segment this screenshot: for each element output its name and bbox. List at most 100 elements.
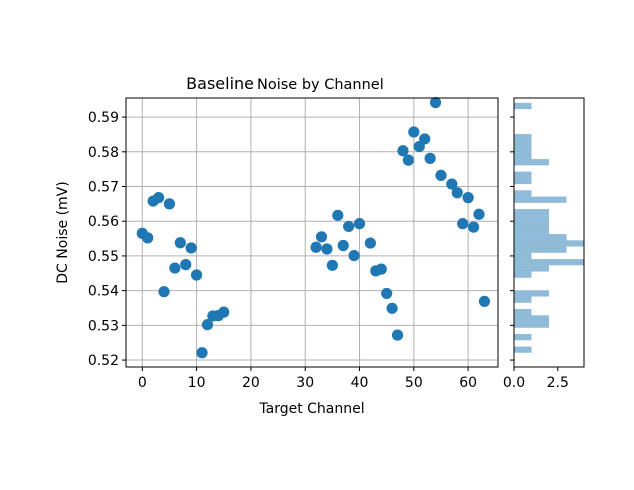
data-point	[348, 249, 360, 262]
x-tick-label: 10	[188, 375, 206, 391]
data-point	[375, 263, 387, 275]
x-tick-label: 20	[242, 375, 260, 391]
data-point	[315, 231, 328, 243]
data-point	[446, 178, 458, 190]
data-point	[462, 192, 474, 204]
chart-title: Baseline	[186, 74, 254, 93]
histogram-bar	[514, 240, 584, 247]
histogram-bar	[514, 227, 549, 235]
histogram-bar	[514, 315, 549, 328]
data-point	[337, 239, 349, 252]
histogram-bar	[514, 152, 532, 160]
data-point	[451, 187, 463, 199]
chart-subtitle: Noise by Channel	[257, 77, 384, 93]
histogram-bar	[514, 290, 549, 297]
scatter-spine	[125, 97, 499, 368]
histogram-bar	[514, 171, 532, 178]
data-point	[142, 232, 154, 244]
histogram-bar	[514, 134, 532, 141]
histogram-spine	[513, 97, 585, 368]
data-point	[218, 306, 230, 318]
data-point	[419, 133, 431, 145]
y-axis-label: DC Noise (mV)	[55, 181, 71, 283]
data-point	[364, 237, 376, 249]
x-tick-label: 60	[459, 375, 477, 391]
histogram-bar	[514, 309, 532, 316]
data-point	[332, 209, 344, 221]
histogram-bar	[514, 140, 532, 147]
histogram-bar	[514, 296, 532, 303]
data-point	[310, 241, 322, 253]
data-point	[457, 218, 469, 230]
data-point	[429, 96, 442, 109]
data-point	[435, 169, 447, 182]
y-tick-label: 0.54	[88, 284, 119, 300]
y-tick-label: 0.59	[88, 110, 119, 126]
histogram-y-ticks	[510, 116, 514, 361]
histogram-bar	[514, 221, 549, 228]
scatter-grid	[126, 98, 498, 367]
y-axis-ticks: 0.52 0.53 0.54 0.55 0.56 0.57 0.58 0.59	[88, 110, 126, 369]
data-point	[201, 319, 214, 331]
histogram-bar	[514, 346, 532, 353]
y-tick-label: 0.58	[88, 145, 119, 161]
histogram-bar	[514, 177, 532, 185]
histogram-bar	[514, 196, 567, 203]
histogram-bar	[514, 190, 532, 197]
y-tick-label: 0.52	[88, 353, 119, 369]
histogram-bars	[514, 102, 584, 353]
histogram-bar	[514, 159, 549, 166]
data-point	[174, 237, 186, 249]
x-tick-label: 0	[138, 375, 147, 391]
histogram-bar	[514, 246, 567, 253]
data-point	[343, 220, 355, 233]
x-axis-ticks: 0 10 20 30 40 50 60	[138, 367, 477, 391]
histogram-bar	[514, 271, 532, 278]
histogram-bar	[514, 234, 567, 241]
histogram-bar	[514, 209, 549, 216]
data-point	[478, 295, 491, 307]
data-point	[163, 198, 176, 210]
data-point	[424, 152, 436, 164]
data-point	[402, 154, 414, 166]
x-tick-label: 30	[296, 375, 314, 391]
data-point	[473, 208, 485, 220]
data-point	[185, 242, 197, 254]
data-point	[326, 259, 338, 271]
data-point	[353, 218, 366, 230]
data-point	[169, 262, 181, 274]
data-point	[321, 243, 333, 255]
histogram-x-tick-label: 0.0	[503, 375, 525, 391]
histogram-bar	[514, 259, 584, 266]
histogram-bar	[514, 252, 532, 260]
histogram-bar	[514, 102, 532, 110]
data-point	[158, 286, 170, 298]
data-point	[190, 269, 203, 281]
data-point	[180, 259, 192, 271]
x-axis-label: Target Channel	[258, 401, 364, 417]
data-point	[152, 192, 165, 204]
y-tick-label: 0.55	[88, 249, 119, 265]
data-point	[386, 302, 398, 314]
histogram-bar	[514, 265, 549, 272]
histogram-x-tick-label: 2.5	[547, 375, 569, 391]
histogram-x-ticks: 0.0 2.5	[503, 367, 569, 391]
histogram-axes: 0.0 2.5	[503, 97, 585, 391]
scatter-axes: 0 10 20 30 40 50 60 0.520.530.540.550.560.570.…	[55, 74, 499, 417]
data-point	[381, 287, 393, 300]
x-tick-label: 40	[351, 375, 369, 391]
histogram-bar	[514, 215, 549, 222]
y-tick-label: 0.53	[88, 318, 119, 334]
histogram-bar	[514, 334, 532, 341]
data-point	[408, 126, 420, 138]
scatter-points	[136, 96, 491, 359]
data-point	[196, 347, 208, 359]
histogram-bar	[514, 146, 532, 153]
y-tick-label: 0.57	[88, 180, 119, 196]
x-tick-label: 50	[405, 375, 423, 391]
data-point	[391, 329, 404, 341]
y-tick-label: 0.56	[88, 214, 119, 230]
data-point	[467, 221, 480, 233]
data-point	[397, 145, 409, 157]
